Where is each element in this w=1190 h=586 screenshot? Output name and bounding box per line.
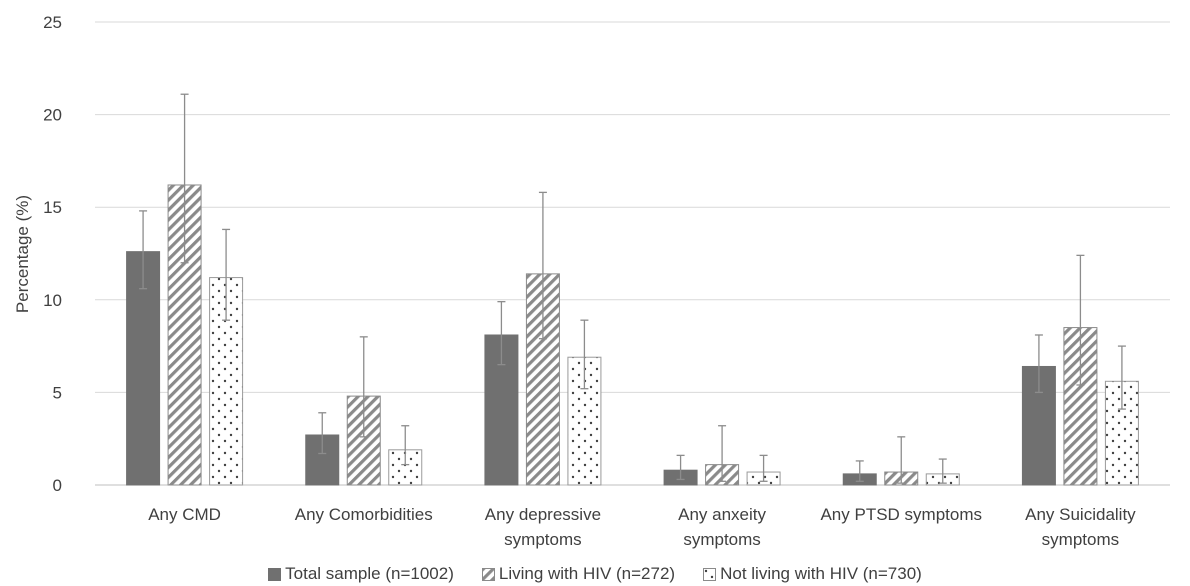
category-label: symptoms — [504, 530, 581, 549]
bars — [126, 184, 1139, 486]
legend-label: Total sample (n=1002) — [285, 564, 454, 583]
error-bars — [139, 93, 1126, 484]
y-axis-title: Percentage (%) — [13, 195, 32, 313]
legend-item-not-living-with-hiv: Not living with HIV (n=730) — [703, 563, 922, 585]
category-labels: Any CMD Any Comorbidities Any depressive sy… — [148, 505, 1136, 549]
category-label: Any Comorbidities — [295, 505, 433, 524]
gridlines — [95, 21, 1170, 393]
y-tick-label: 25 — [43, 13, 62, 32]
legend-item-total-sample: Total sample (n=1002) — [268, 563, 454, 585]
y-tick-label: 5 — [53, 383, 62, 402]
legend-swatch-solid — [268, 567, 282, 581]
category-label: symptoms — [683, 530, 760, 549]
chart-legend: Total sample (n=1002) Living with HIV (n… — [0, 563, 1190, 585]
category-label: Any depressive — [485, 505, 601, 524]
bar-chart: 0 5 10 15 20 25 Any CMD Any Comorbidities Any d… — [13, 13, 1170, 549]
axes: 0 5 10 15 20 25 — [43, 13, 1170, 495]
y-tick-label: 20 — [43, 106, 62, 125]
legend-label: Not living with HIV (n=730) — [720, 564, 922, 583]
y-tick-label: 15 — [43, 198, 62, 217]
category-label: Any anxeity — [678, 505, 766, 524]
y-tick-label: 0 — [53, 476, 62, 495]
legend-swatch-dots — [703, 567, 717, 581]
y-tick-label: 10 — [43, 291, 62, 310]
legend-label: Living with HIV (n=272) — [498, 564, 676, 583]
category-label: Any PTSD symptoms — [820, 505, 982, 524]
legend-item-living-with-hiv: Living with HIV (n=272) — [481, 563, 676, 585]
category-label: symptoms — [1042, 530, 1119, 549]
bar — [126, 251, 161, 486]
legend-swatch-diagonal — [481, 567, 495, 581]
category-label: Any Suicidality — [1025, 505, 1136, 524]
category-label: Any CMD — [148, 505, 221, 524]
